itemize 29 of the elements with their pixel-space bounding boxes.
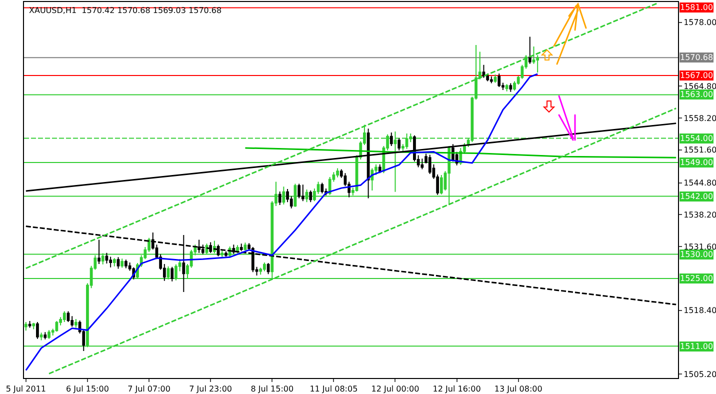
y-tick-label: 1505.20: [684, 370, 716, 379]
x-tick-label: 12 Jul 16:00: [432, 384, 481, 394]
ref-line-label: 1511.00: [680, 342, 714, 351]
y-tick-label: 1531.60: [684, 242, 716, 252]
x-tick-label: 5 Jul 2011: [6, 384, 46, 394]
ref-line-label: 1563.00: [680, 90, 714, 99]
text: XAUUSD,H1 1570.42 1570.68 1569.03 1570.68: [29, 6, 222, 15]
y-tick-label: 1518.40: [684, 306, 716, 316]
y-tick-label: 1551.60: [684, 146, 716, 155]
ref-line-label: 1570.68: [680, 53, 714, 62]
y-tick-label: 1578.00: [684, 18, 716, 28]
y-tick-label: 1538.20: [684, 210, 716, 220]
y-tick-label: 1544.80: [684, 178, 716, 188]
y-tick-label: 1558.20: [684, 114, 716, 123]
x-tick-label: 6 Jul 15:00: [66, 384, 109, 394]
ref-line-label: 1530.00: [680, 250, 714, 259]
x-tick-label: 7 Jul 23:00: [189, 384, 232, 394]
x-tick-label: 8 Jul 15:00: [250, 384, 294, 394]
ref-line-label: 1549.00: [680, 158, 714, 167]
ref-line-label: 1567.00: [680, 71, 714, 80]
x-tick-label: 11 Jul 08:05: [310, 384, 358, 394]
x-tick-label: 12 Jul 00:00: [371, 384, 420, 394]
ref-line-label: 1554.00: [680, 134, 714, 143]
y-tick-label: 1564.80: [684, 82, 716, 91]
ref-line-label: 1542.00: [680, 192, 714, 201]
ref-line-label: 1525.00: [680, 274, 714, 283]
x-tick-label: 13 Jul 08:00: [494, 384, 542, 394]
ref-line-label: 1581.00: [680, 3, 714, 12]
x-tick-label: 7 Jul 07:00: [128, 384, 170, 394]
